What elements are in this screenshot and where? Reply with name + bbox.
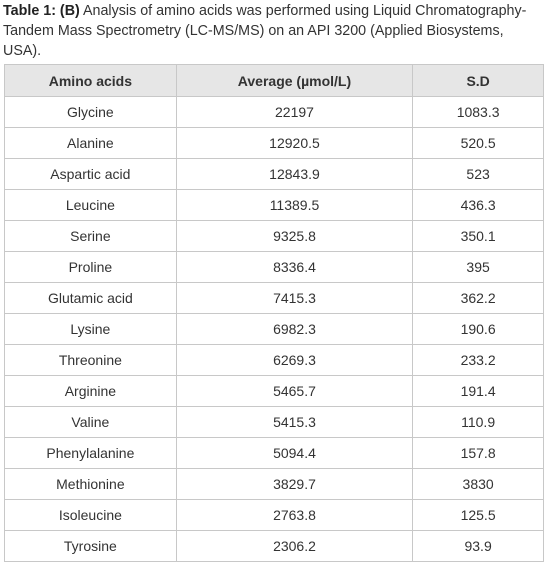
table-cell: 2306.2 <box>175 530 414 562</box>
caption: Table 1: (B) Analysis of amino acids was… <box>3 1 545 61</box>
table-cell: 12843.9 <box>175 158 414 190</box>
data-table: Amino acids Average (µmol/L) S.D Glycine 22… <box>4 64 544 562</box>
table-row: Glutamic acid 7415.3 362.2 <box>4 282 544 314</box>
table-cell: 523 <box>412 158 544 190</box>
table-cell: Aspartic acid <box>4 158 177 190</box>
header-cell: S.D <box>412 64 544 97</box>
caption-label: Table 1: (B) <box>3 3 80 19</box>
table-cell: 157.8 <box>412 437 544 469</box>
table-cell: Proline <box>4 251 177 283</box>
table-cell: Lysine <box>4 313 177 345</box>
table-cell: 8336.4 <box>175 251 414 283</box>
header-cell: Average (µmol/L) <box>175 64 414 97</box>
table-cell: 520.5 <box>412 127 544 159</box>
table-cell: 190.6 <box>412 313 544 345</box>
table-cell: Serine <box>4 220 177 252</box>
table-cell: Valine <box>4 406 177 438</box>
table-cell: Isoleucine <box>4 499 177 531</box>
table-cell: 362.2 <box>412 282 544 314</box>
table-cell: 2763.8 <box>175 499 414 531</box>
table-row: Arginine 5465.7 191.4 <box>4 375 544 407</box>
table-cell: Arginine <box>4 375 177 407</box>
table-row: Tyrosine 2306.2 93.9 <box>4 530 544 562</box>
table-row: Lysine 6982.3 190.6 <box>4 313 544 345</box>
table-cell: 9325.8 <box>175 220 414 252</box>
table-row: Aspartic acid 12843.9 523 <box>4 158 544 190</box>
table-cell: 1083.3 <box>412 96 544 128</box>
table-cell: Phenylalanine <box>4 437 177 469</box>
table-cell: Threonine <box>4 344 177 376</box>
table-cell: 7415.3 <box>175 282 414 314</box>
table-cell: 6982.3 <box>175 313 414 345</box>
table-body: Glycine 22197 1083.3 Alanine 12920.5 520.5 Asp… <box>4 96 544 562</box>
table-cell: Tyrosine <box>4 530 177 562</box>
table-row: Isoleucine 2763.8 125.5 <box>4 499 544 531</box>
table-cell: Methionine <box>4 468 177 500</box>
table-cell: 11389.5 <box>175 189 414 221</box>
table-row: Methionine 3829.7 3830 <box>4 468 544 500</box>
table-cell: 3830 <box>412 468 544 500</box>
table-cell: Glutamic acid <box>4 282 177 314</box>
table-cell: 6269.3 <box>175 344 414 376</box>
table-cell: 233.2 <box>412 344 544 376</box>
table-cell: 5465.7 <box>175 375 414 407</box>
table-cell: 3829.7 <box>175 468 414 500</box>
table-row: Proline 8336.4 395 <box>4 251 544 283</box>
table-row: Alanine 12920.5 520.5 <box>4 127 544 159</box>
table-cell: 22197 <box>175 96 414 128</box>
table-cell: 436.3 <box>412 189 544 221</box>
table-cell: Glycine <box>4 96 177 128</box>
caption-text: Analysis of amino acids was performed us… <box>3 3 527 59</box>
table-cell: 12920.5 <box>175 127 414 159</box>
table-cell: Alanine <box>4 127 177 159</box>
table-cell: Leucine <box>4 189 177 221</box>
table-row: Leucine 11389.5 436.3 <box>4 189 544 221</box>
table-cell: 110.9 <box>412 406 544 438</box>
table-cell: 191.4 <box>412 375 544 407</box>
table-cell: 5415.3 <box>175 406 414 438</box>
table-cell: 125.5 <box>412 499 544 531</box>
table-row: Glycine 22197 1083.3 <box>4 96 544 128</box>
table-row: Threonine 6269.3 233.2 <box>4 344 544 376</box>
table-cell: 395 <box>412 251 544 283</box>
table-cell: 93.9 <box>412 530 544 562</box>
header-row: Amino acids Average (µmol/L) S.D <box>4 64 544 97</box>
table-cell: 5094.4 <box>175 437 414 469</box>
header-cell: Amino acids <box>4 64 177 97</box>
table-row: Phenylalanine 5094.4 157.8 <box>4 437 544 469</box>
table-row: Serine 9325.8 350.1 <box>4 220 544 252</box>
table-cell: 350.1 <box>412 220 544 252</box>
table-row: Valine 5415.3 110.9 <box>4 406 544 438</box>
